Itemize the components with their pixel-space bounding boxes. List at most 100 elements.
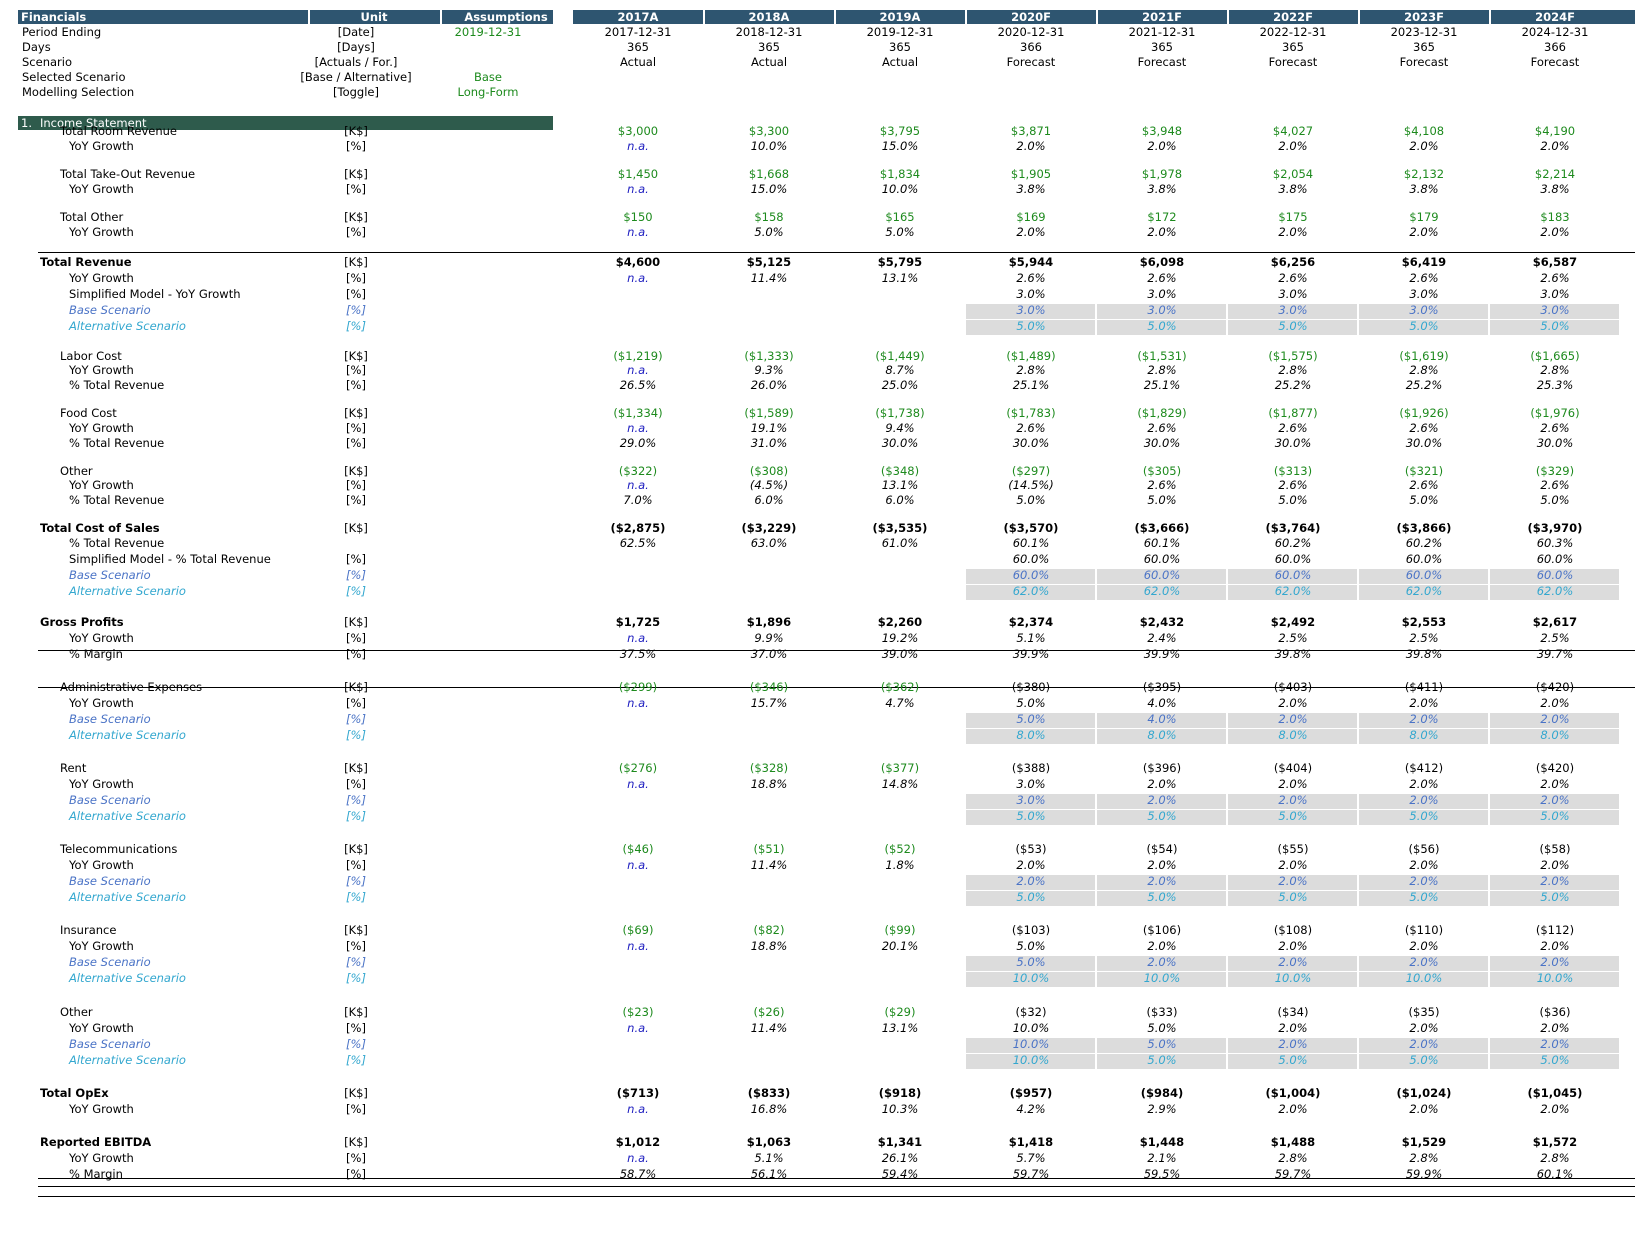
- cell-value[interactable]: 10.3%: [881, 1102, 919, 1116]
- row-unit[interactable]: [%]: [346, 1167, 366, 1181]
- row-label--margin[interactable]: % Margin: [69, 1167, 123, 1181]
- cell-value[interactable]: $1,488: [1270, 1135, 1316, 1149]
- cell-value[interactable]: ($1,531): [1137, 349, 1187, 363]
- cell-value[interactable]: 62.0%: [1274, 584, 1312, 598]
- cell-value[interactable]: 3.8%: [1278, 182, 1308, 196]
- cell-value[interactable]: 59.7%: [1012, 1167, 1050, 1181]
- cell-value[interactable]: 5.1%: [754, 1151, 784, 1165]
- cell-value[interactable]: ($23): [622, 1005, 654, 1019]
- cell-value[interactable]: 10.0%: [1012, 1053, 1050, 1067]
- cell-value[interactable]: ($395): [1142, 680, 1182, 694]
- row-unit[interactable]: [%]: [346, 303, 366, 317]
- row-unit[interactable]: [%]: [346, 712, 366, 726]
- cell-value[interactable]: ($1,449): [875, 349, 925, 363]
- cell-value[interactable]: 16.8%: [750, 1102, 788, 1116]
- cell-value[interactable]: $1,450: [617, 167, 659, 181]
- cell-value[interactable]: 39.0%: [881, 647, 919, 661]
- header-year-2018A[interactable]: 2018A: [748, 10, 790, 24]
- row-label-base-scenario[interactable]: Base Scenario: [69, 793, 151, 807]
- row-unit[interactable]: [%]: [346, 568, 366, 582]
- cell-value[interactable]: 2.4%: [1147, 631, 1177, 645]
- meta-value[interactable]: 2020-12-31: [997, 25, 1065, 39]
- cell-value[interactable]: 59.5%: [1143, 1167, 1181, 1181]
- cell-value[interactable]: ($36): [1539, 1005, 1571, 1019]
- cell-value[interactable]: 25.3%: [1536, 378, 1574, 392]
- cell-value[interactable]: 60.0%: [1143, 552, 1181, 566]
- cell-value[interactable]: 3.0%: [1147, 287, 1177, 301]
- row-label-food-cost[interactable]: Food Cost: [60, 406, 117, 420]
- cell-value[interactable]: $5,944: [1008, 255, 1054, 269]
- cell-value[interactable]: 2.0%: [1409, 225, 1439, 239]
- cell-value[interactable]: 2.5%: [1540, 631, 1570, 645]
- cell-value[interactable]: 2.0%: [1147, 874, 1177, 888]
- cell-value[interactable]: 3.8%: [1540, 182, 1570, 196]
- cell-value[interactable]: 5.0%: [1147, 1037, 1177, 1051]
- cell-value[interactable]: 60.0%: [1405, 552, 1443, 566]
- section-income-statement[interactable]: 1. Income Statement: [18, 116, 553, 130]
- cell-value[interactable]: ($26): [753, 1005, 785, 1019]
- cell-value[interactable]: $3,795: [879, 124, 921, 138]
- row-unit[interactable]: [%]: [346, 939, 366, 953]
- cell-value[interactable]: 60.0%: [1536, 552, 1574, 566]
- row-label-alternative-scenario[interactable]: Alternative Scenario: [69, 890, 186, 904]
- row-unit[interactable]: [K$]: [344, 1135, 368, 1149]
- cell-value[interactable]: ($305): [1142, 464, 1182, 478]
- cell-value[interactable]: 2.0%: [1540, 777, 1570, 791]
- cell-value[interactable]: 14.8%: [881, 777, 919, 791]
- row-unit[interactable]: [K$]: [344, 1005, 368, 1019]
- cell-value[interactable]: 2.0%: [1278, 1102, 1308, 1116]
- cell-value[interactable]: 2.0%: [1409, 874, 1439, 888]
- meta-value[interactable]: 365: [627, 40, 649, 54]
- cell-value[interactable]: ($1,024): [1396, 1086, 1452, 1100]
- row-label-base-scenario[interactable]: Base Scenario: [69, 955, 151, 969]
- cell-value[interactable]: 5.0%: [1278, 809, 1308, 823]
- header-year-2024F[interactable]: 2024F: [1535, 10, 1575, 24]
- cell-value[interactable]: 2.6%: [1016, 421, 1046, 435]
- cell-value[interactable]: 62.0%: [1143, 584, 1181, 598]
- cell-value[interactable]: 5.0%: [1147, 319, 1177, 333]
- cell-value[interactable]: n.a.: [627, 363, 649, 377]
- meta-value[interactable]: 2019-12-31: [866, 25, 934, 39]
- cell-value[interactable]: $1,063: [746, 1135, 792, 1149]
- cell-value[interactable]: 5.0%: [1409, 493, 1439, 507]
- cell-value[interactable]: 25.0%: [881, 378, 919, 392]
- cell-value[interactable]: $2,214: [1534, 167, 1576, 181]
- meta-value[interactable]: 365: [758, 40, 780, 54]
- cell-value[interactable]: ($957): [1009, 1086, 1053, 1100]
- cell-value[interactable]: 5.0%: [1409, 319, 1439, 333]
- cell-value[interactable]: 2.1%: [1147, 1151, 1177, 1165]
- cell-value[interactable]: 10.0%: [750, 139, 788, 153]
- cell-value[interactable]: 2.0%: [1016, 858, 1046, 872]
- cell-value[interactable]: 4.2%: [1016, 1102, 1046, 1116]
- cell-value[interactable]: 5.0%: [1147, 809, 1177, 823]
- meta-value[interactable]: Forecast: [1268, 55, 1318, 69]
- meta-value[interactable]: 366: [1020, 40, 1042, 54]
- cell-value[interactable]: 6.0%: [885, 493, 915, 507]
- meta-label[interactable]: Days: [22, 40, 51, 54]
- cell-value[interactable]: 2.0%: [1147, 793, 1177, 807]
- cell-value[interactable]: ($388): [1011, 761, 1051, 775]
- cell-value[interactable]: 5.0%: [1147, 1053, 1177, 1067]
- cell-value[interactable]: $4,190: [1534, 124, 1576, 138]
- cell-value[interactable]: 61.0%: [881, 536, 919, 550]
- cell-value[interactable]: 2.0%: [1409, 712, 1439, 726]
- cell-value[interactable]: $169: [1016, 210, 1046, 224]
- cell-value[interactable]: 60.0%: [1012, 552, 1050, 566]
- cell-value[interactable]: 10.0%: [1405, 971, 1443, 985]
- meta-assumption[interactable]: Long-Form: [457, 85, 519, 99]
- meta-assumption[interactable]: 2019-12-31: [454, 25, 522, 39]
- cell-value[interactable]: 4.0%: [1147, 712, 1177, 726]
- cell-value[interactable]: 11.4%: [750, 1021, 788, 1035]
- cell-value[interactable]: ($69): [622, 923, 654, 937]
- row-label-yoy-growth[interactable]: YoY Growth: [69, 271, 134, 285]
- cell-value[interactable]: 2.0%: [1540, 1037, 1570, 1051]
- cell-value[interactable]: 5.0%: [1409, 1053, 1439, 1067]
- cell-value[interactable]: 5.0%: [1540, 319, 1570, 333]
- cell-value[interactable]: ($35): [1408, 1005, 1440, 1019]
- row-unit[interactable]: [%]: [346, 378, 366, 392]
- cell-value[interactable]: 2.0%: [1540, 858, 1570, 872]
- cell-value[interactable]: ($99): [884, 923, 916, 937]
- cell-value[interactable]: n.a.: [627, 631, 649, 645]
- cell-value[interactable]: ($1,045): [1527, 1086, 1583, 1100]
- cell-value[interactable]: $3,871: [1010, 124, 1052, 138]
